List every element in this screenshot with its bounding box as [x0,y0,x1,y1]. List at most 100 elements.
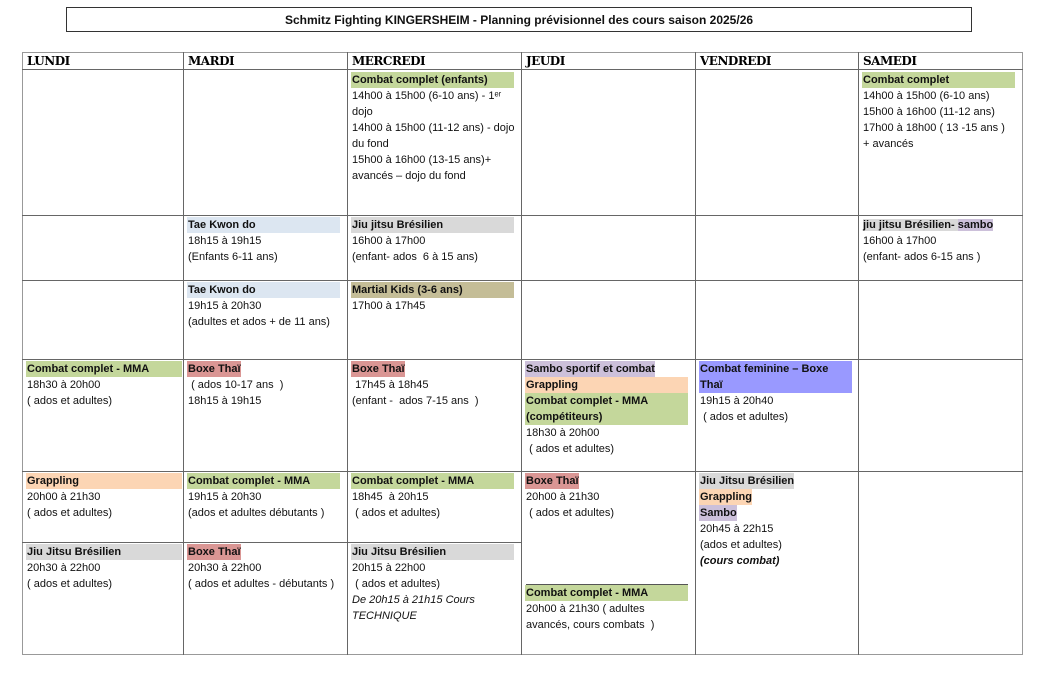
class-block: Combat complet - MMA 20h00 à 21h30 ( adul… [525,584,688,633]
class-title: Jiu jitsu Brésilien [351,217,514,233]
class-detail: ( ados et adultes) [27,507,112,519]
class-title: Boxe Thaï [525,473,579,489]
day-header-vendredi: VENDREDI [700,54,771,68]
class-detail: 20h00 à 21h30 [526,491,600,503]
schedule-cell [858,359,1023,471]
class-detail: ( ados et adultes) [526,507,615,519]
day-header-mardi: MARDI [188,54,235,68]
schedule-cell: Jiu jitsu Brésilien 16h00 à 17h00 (enfant-… [347,215,521,280]
column-divider [347,52,348,655]
class-detail: (adultes et ados + de 11 ans) [188,316,330,328]
schedule-cell: Jiu Jitsu Brésilien 20h30 à 22h00 ( ados e… [22,542,183,655]
class-detail: 15h00 à 16h00 (11-12 ans) [863,106,995,118]
class-title: Boxe Thaï [187,361,241,377]
class-block: Combat feminine – Boxe Thaï 19h15 à 20h40… [699,361,853,425]
class-detail: 14h00 à 15h00 (6-10 ans) [863,90,990,102]
row-divider [858,280,1023,281]
class-detail: 17h00 à 18h00 ( 13 -15 ans ) [863,122,1005,134]
schedule-cell: Combat complet 14h00 à 15h00 (6-10 ans) 15… [858,70,1023,215]
schedule-cell [22,70,183,215]
column-divider [183,52,184,655]
row-divider [695,215,858,216]
schedule-cell: Boxe Thaï ( ados 10-17 ans ) 18h15 à 19h1… [183,359,347,471]
schedule-cell [695,215,858,280]
schedule-cell: Grappling 20h00 à 21h30 ( ados et adultes) [22,471,183,542]
class-title: Jiu Jitsu Brésilien [699,473,795,489]
class-title: Combat complet - MMA [525,585,688,601]
schedule-cell: Sambo sportif et combat Grappling Combat c… [521,359,695,471]
class-detail: 20h30 à 22h00 [188,562,262,574]
row-divider [521,215,695,216]
schedule-cell: Tae Kwon do 19h15 à 20h30 (adultes et ados… [183,280,347,359]
schedule-cell [22,215,183,280]
schedule-cell [858,471,1023,655]
class-note: De 20h15 à 21h15 Cours TECHNIQUE [352,594,475,622]
class-title: Sambo sportif et combat [525,361,655,377]
class-detail: 20h00 à 21h30 [27,491,101,503]
class-detail: (Enfants 6-11 ans) [188,251,278,263]
class-title: Jiu Jitsu Brésilien [351,544,514,560]
document-title: Schmitz Fighting KINGERSHEIM - Planning … [66,7,972,32]
schedule-cell [521,280,695,359]
schedule-cell: Jiu Jitsu Brésilien Grappling Sambo 20h45 à… [695,471,858,655]
class-detail: 14h00 à 15h00 (11-12 ans) - dojo du fond [352,122,518,150]
class-detail: 16h00 à 17h00 [352,235,426,247]
class-title: Boxe Thaï [187,544,241,560]
class-detail: 20h30 à 22h00 [27,562,101,574]
schedule-cell: Tae Kwon do 18h15 à 19h15 (Enfants 6-11 an… [183,215,347,280]
column-divider [695,52,696,655]
class-detail: 18h15 à 19h15 [188,395,262,407]
row-divider [858,471,1023,472]
schedule-cell [521,215,695,280]
class-block: Boxe Thaï 20h00 à 21h30 ( ados et adultes… [525,473,690,521]
row-divider [347,471,521,472]
class-block: Jiu Jitsu Brésilien Grappling Sambo 20h45 à… [699,473,853,569]
row-divider [22,215,183,216]
row-divider [347,280,521,281]
row-divider [695,280,858,281]
row-divider [183,359,347,360]
class-block: Combat complet (enfants) 14h00 à 15h00 (6… [351,72,518,184]
schedule-cell: Boxe Thaï 20h30 à 22h00 ( ados et adultes … [183,542,347,655]
class-title: Combat complet - MMA [187,473,340,489]
class-detail: (enfant- ados 6 à 15 ans) [352,251,478,263]
day-header-mercredi: MERCREDI [352,54,426,68]
row-divider [858,359,1023,360]
class-title: Jiu Jitsu Brésilien [26,544,182,560]
class-detail: 18h30 à 20h00 [526,427,600,439]
class-detail: ( ados et adultes) [700,411,789,423]
header-divider [22,69,1023,70]
row-divider [347,542,521,543]
class-detail: 17h00 à 17h45 [352,300,426,312]
class-title: Sambo [699,505,737,521]
class-title: Grappling [699,489,752,505]
class-detail: (ados et adultes débutants ) [188,507,325,519]
schedule-cell: Boxe Thaï 17h45 à 18h45 (enfant - ados 7-… [347,359,521,471]
class-detail: 19h15 à 20h30 [188,491,262,503]
row-divider [521,280,695,281]
class-detail: 16h00 à 17h00 [863,235,937,247]
class-title: Tae Kwon do [187,282,340,298]
schedule-cell: jiu jitsu Brésilien- sambo 16h00 à 17h00 (… [858,215,1023,280]
class-block: Tae Kwon do 18h15 à 19h15 (Enfants 6-11 an… [187,217,342,265]
class-title: Boxe Thaï [351,361,405,377]
row-divider [22,280,183,281]
schedule-cell: Combat complet (enfants) 14h00 à 15h00 (6… [347,70,521,215]
class-title: Combat complet (enfants) [351,72,514,88]
class-title: Combat complet [862,72,1015,88]
class-title: Combat complet - MMA [26,361,182,377]
class-detail: + avancés [863,138,914,150]
schedule-cell [858,280,1023,359]
class-detail: 20h45 à 22h15 [700,523,774,535]
class-note: (cours combat) [700,555,780,567]
class-title: sambo [957,219,994,231]
row-divider [521,471,695,472]
class-detail: ( ados et adultes - débutants ) [188,578,335,590]
schedule-cell [695,70,858,215]
class-detail: 18h15 à 19h15 [188,235,262,247]
class-title: Combat complet - MMA (compétiteurs) [525,393,688,425]
class-detail: ( ados et adultes) [27,578,112,590]
row-divider [183,215,347,216]
column-divider [858,52,859,655]
row-divider [347,215,521,216]
